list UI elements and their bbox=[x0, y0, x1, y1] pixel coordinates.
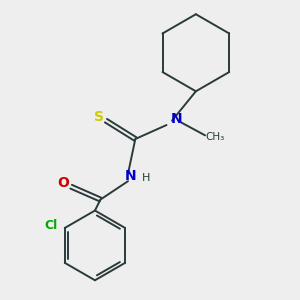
Text: H: H bbox=[141, 172, 150, 182]
Text: S: S bbox=[94, 110, 103, 124]
Text: CH₃: CH₃ bbox=[206, 132, 225, 142]
Text: N: N bbox=[125, 169, 137, 183]
Text: Cl: Cl bbox=[44, 219, 58, 232]
Text: N: N bbox=[171, 112, 182, 126]
Text: O: O bbox=[57, 176, 69, 190]
